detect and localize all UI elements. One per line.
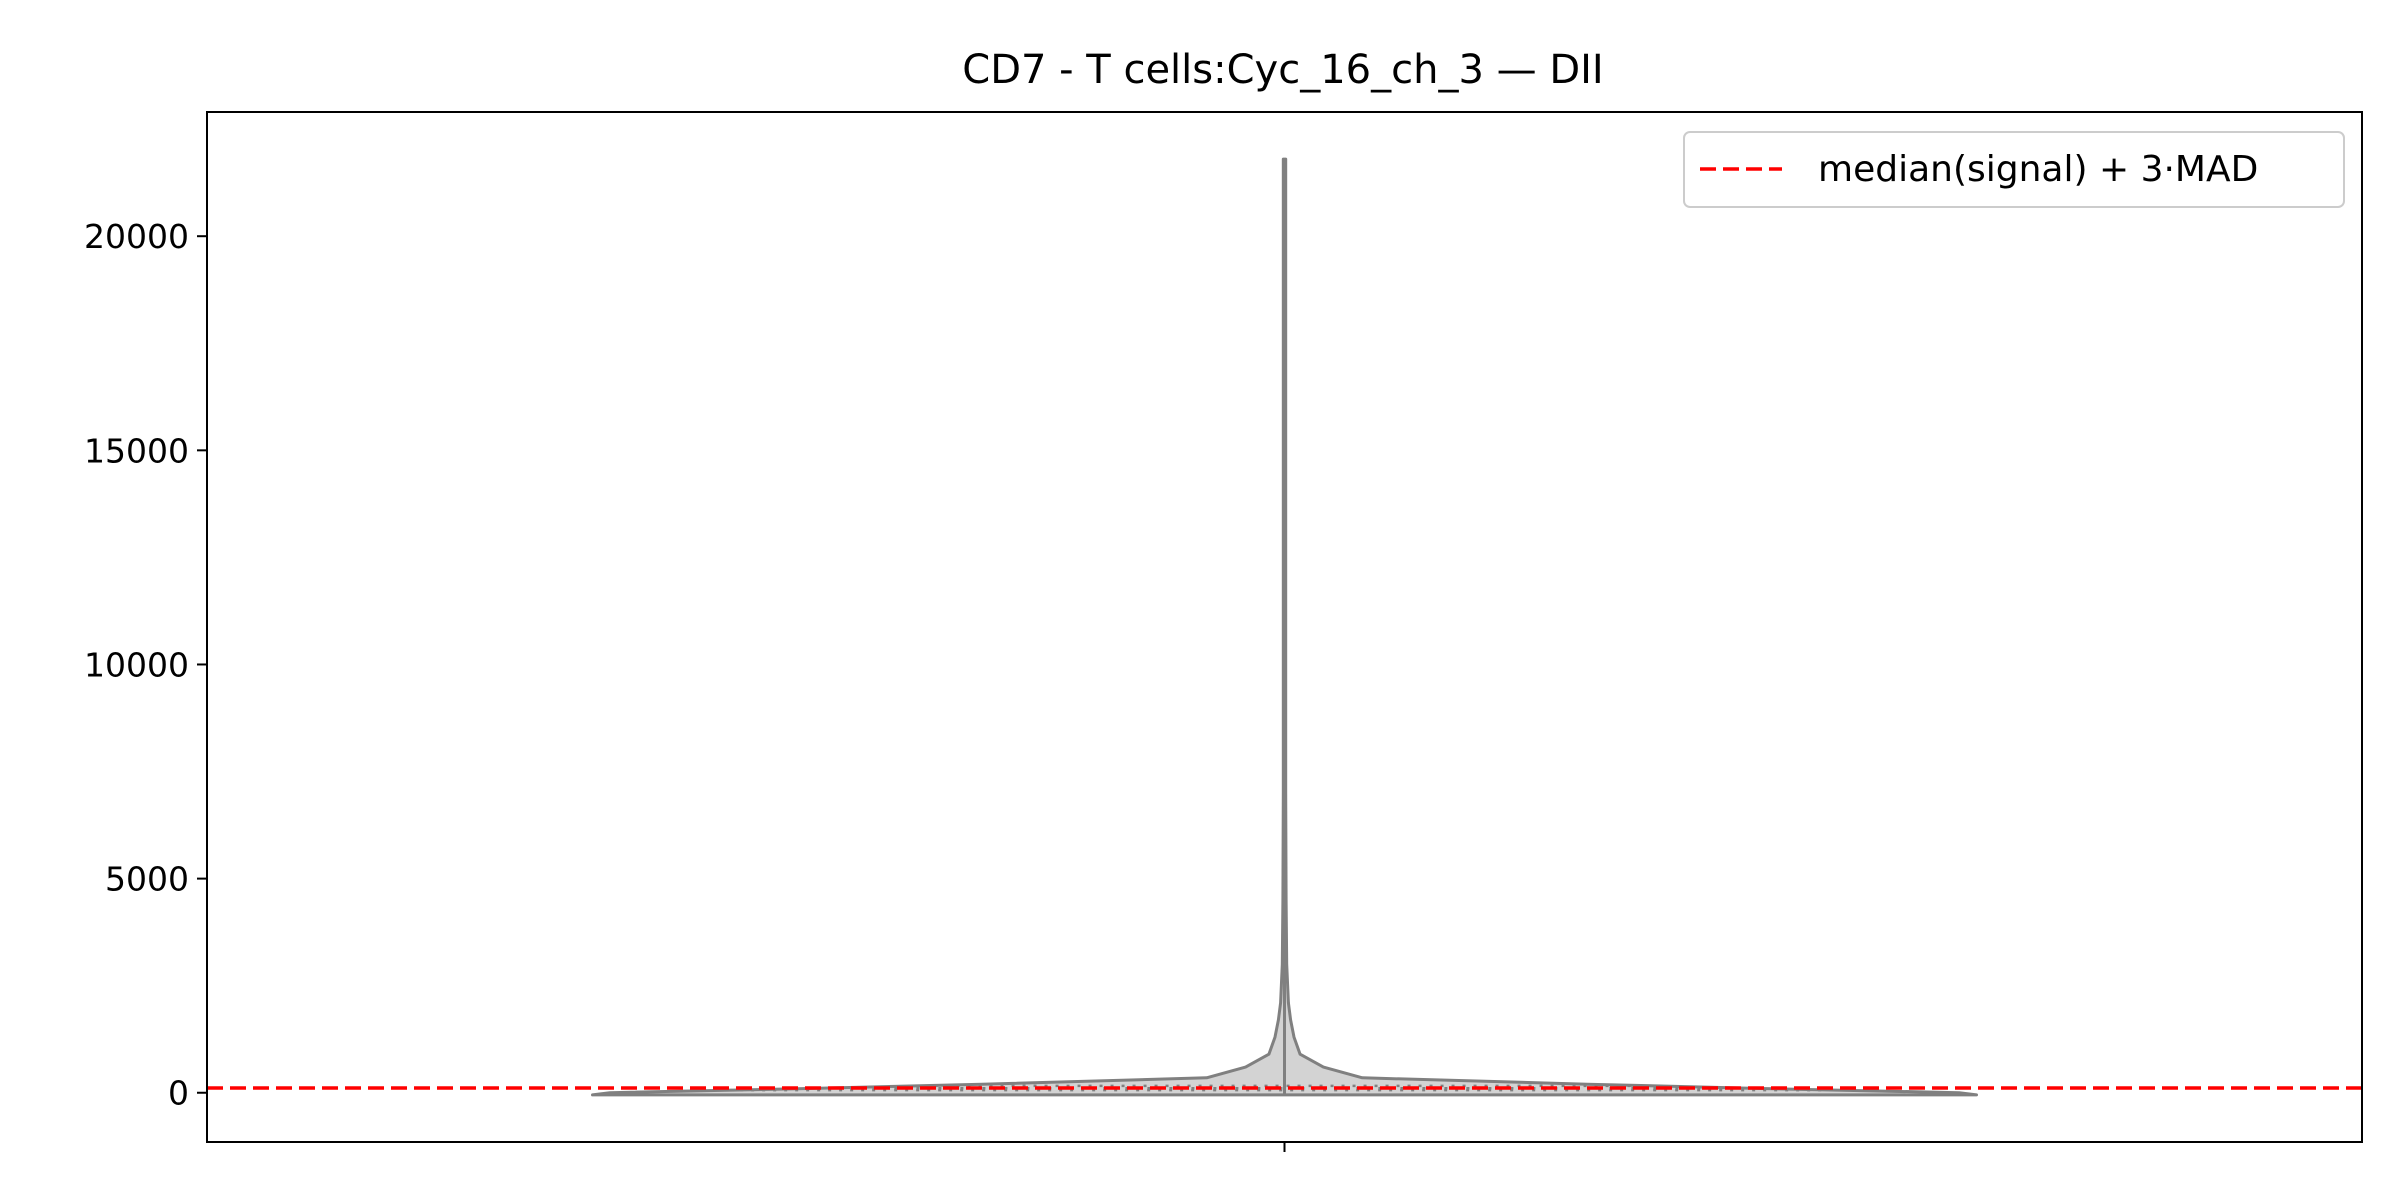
y-tick-label: 5000 — [105, 860, 189, 899]
y-tick-label: 10000 — [84, 645, 189, 684]
legend-box — [1683, 131, 2345, 208]
chart-title: CD7 - T cells:Cyc_16_ch_3 — DII — [962, 47, 1603, 93]
y-axis: 0 5000 10000 15000 20000 — [84, 217, 207, 1113]
y-tick-label: 20000 — [84, 217, 189, 256]
y-tick-label: 0 — [168, 1074, 189, 1113]
plot-area — [207, 157, 2362, 1097]
y-tick-label: 15000 — [84, 431, 189, 470]
violin-inner-quartiles — [729, 852, 1840, 1095]
legend: median(signal) + 3·MAD — [1683, 131, 2345, 208]
violin-body — [591, 157, 1978, 1097]
legend-label: median(signal) + 3·MAD — [1818, 149, 2258, 190]
